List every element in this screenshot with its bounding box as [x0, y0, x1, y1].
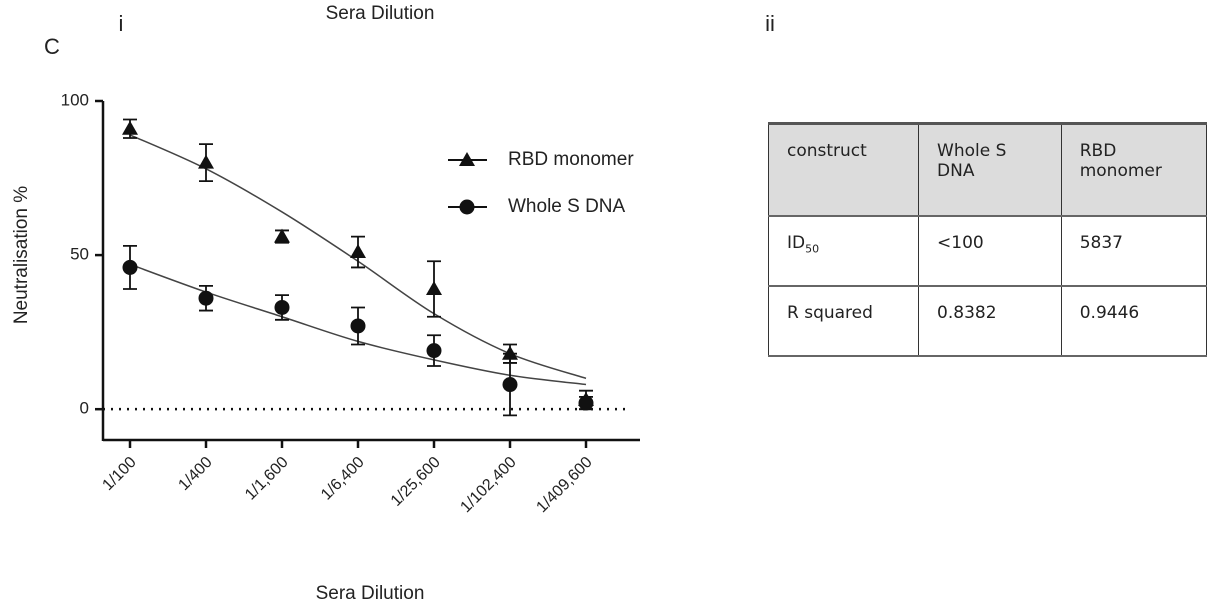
data-point [350, 318, 366, 334]
subscript: 50 [805, 242, 820, 256]
table-cell: RBD monomer [1060, 122, 1207, 217]
x-tick-label: 1/400 [175, 454, 215, 494]
table-cell: 0.8382 [918, 286, 1062, 357]
y-axis-label: Neutralisation % [11, 186, 32, 324]
data-point [198, 154, 214, 169]
panel-label: C [44, 34, 60, 59]
data-point [350, 244, 366, 259]
table-cell: Whole S DNA [918, 122, 1062, 217]
data-point [502, 345, 518, 360]
x-tick-label: 1/25,600 [388, 454, 444, 510]
y-tick-label: 100 [61, 90, 89, 109]
table-cell: R squared [767, 286, 920, 357]
data-point [122, 120, 138, 135]
legend-marker [459, 152, 475, 166]
header-row: construct Whole S DNA RBD monomer [767, 122, 1207, 217]
x-tick-label: 1/102,400 [457, 454, 519, 516]
data-point [502, 377, 518, 393]
x-axis-label: Sera Dilution [316, 583, 425, 604]
data-point [578, 395, 594, 411]
cell-text: ID [787, 233, 806, 253]
legend-marker [459, 199, 475, 215]
table-cell: ID50 [767, 216, 920, 287]
data-point [274, 299, 290, 315]
chart-title: Sera Dilution [326, 3, 435, 24]
table-cell: 5837 [1060, 216, 1207, 287]
x-tick-label: 1/6,400 [318, 454, 368, 504]
data-point [274, 228, 290, 243]
data-point [426, 280, 442, 295]
sub-label: i [119, 11, 124, 36]
x-tick-label: 1/409,600 [533, 454, 595, 516]
sub-label: ii [765, 11, 775, 36]
table-row: R squared 0.8382 0.9446 [767, 286, 1207, 357]
table-cell: <100 [918, 216, 1062, 287]
x-tick-label: 1/100 [99, 454, 139, 494]
y-tick-label: 50 [70, 245, 89, 264]
y-tick-label: 0 [80, 399, 89, 418]
x-tick-label: 1/1,600 [242, 454, 292, 504]
results-table: construct Whole S DNA RBD monomer ID50 <100 5… [767, 122, 1207, 357]
legend-label: RBD monomer [508, 149, 634, 170]
data-point [122, 259, 138, 275]
table-cell: construct [767, 122, 920, 217]
data-point [198, 290, 214, 306]
table-row: ID50 <100 5837 [767, 216, 1207, 287]
data-point [426, 343, 442, 359]
table-cell: 0.9446 [1060, 286, 1207, 357]
legend-label: Whole S DNA [508, 196, 626, 217]
